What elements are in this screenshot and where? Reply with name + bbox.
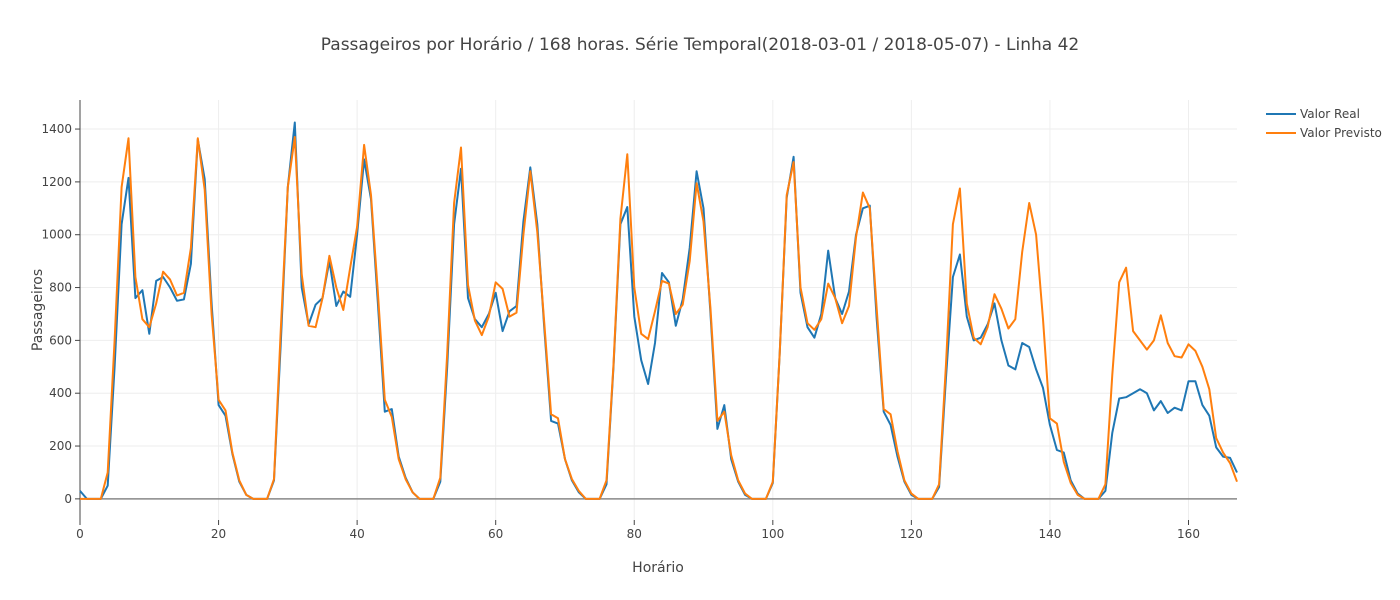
y-tick-label: 200	[49, 439, 72, 453]
axes: 0 20 40 60 80 100 120 140 160 0 200 400 600 800 1000 12…	[41, 100, 1237, 541]
series-line-valor-real	[79, 121, 1238, 500]
legend-item-valor-previsto[interactable]: Valor Previsto	[1266, 126, 1382, 140]
x-tick-label: 20	[211, 527, 226, 541]
x-tick-label: 120	[900, 527, 923, 541]
y-tick-label: 1000	[41, 228, 72, 242]
series-line-valor-previsto	[80, 136, 1238, 500]
legend-label: Valor Previsto	[1300, 126, 1382, 140]
x-axis-title: Horário	[632, 560, 684, 576]
y-tick-label: 400	[49, 386, 72, 400]
y-axis-title: Passageiros	[30, 269, 46, 351]
x-tick-label: 80	[627, 527, 642, 541]
legend-item-valor-real[interactable]: Valor Real	[1266, 107, 1360, 121]
y-tick-label: 600	[49, 333, 72, 347]
x-tick-label: 60	[488, 527, 503, 541]
y-tick-label: 0	[64, 492, 72, 506]
chart-title: Passageiros por Horário / 168 horas. Sér…	[321, 35, 1079, 55]
series-lines	[79, 121, 1238, 500]
y-tick-label: 1400	[41, 122, 72, 136]
y-tick-label: 800	[49, 281, 72, 295]
legend-label: Valor Real	[1300, 107, 1360, 121]
x-tick-label: 40	[349, 527, 364, 541]
y-tick-label: 1200	[41, 175, 72, 189]
legend[interactable]: Valor Real Valor Previsto	[1266, 107, 1382, 140]
x-tick-label: 140	[1038, 527, 1061, 541]
x-tick-label: 0	[76, 527, 84, 541]
x-tick-label: 160	[1177, 527, 1200, 541]
x-tick-label: 100	[761, 527, 784, 541]
